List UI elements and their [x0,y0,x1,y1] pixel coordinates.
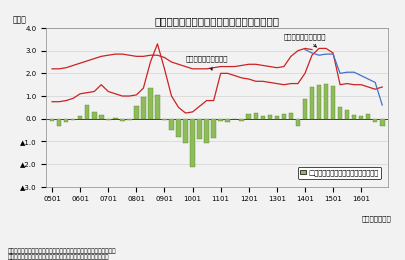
Bar [302,99,307,119]
Text: 企業の物価見通しは日銀短観の企業の物価見通し（１年後）: 企業の物価見通しは日銀短観の企業の物価見通し（１年後） [8,255,109,260]
Bar [78,116,82,119]
Text: （％）: （％） [12,16,26,25]
Bar [85,105,89,119]
Bar [295,119,299,126]
Bar [365,114,369,119]
Text: （注）家計の予想物価上昇率は「消費動向調査（内閣府）」から試算: （注）家計の予想物価上昇率は「消費動向調査（内閣府）」から試算 [8,249,116,255]
Bar [120,119,124,121]
Bar [190,119,194,167]
Title: 実績に連動する家計・企業の予想物価上昇率: 実績に連動する家計・企業の予想物価上昇率 [154,16,279,26]
Text: （年・四半期）: （年・四半期） [360,215,390,222]
Bar [337,107,341,119]
Bar [372,119,377,122]
Bar [134,106,139,119]
Bar [197,119,201,139]
Bar [344,110,349,119]
Bar [169,119,173,130]
Bar [260,116,264,119]
Bar [148,88,152,119]
Bar [113,118,117,119]
Bar [288,113,292,119]
Bar [218,119,222,121]
Bar [309,87,313,119]
Bar [316,85,320,119]
Bar [253,113,258,119]
Legend: □消費者物価（生鮮食品を除く総合）: □消費者物価（生鮮食品を除く総合） [297,167,380,179]
Bar [99,115,103,119]
Bar [211,119,215,138]
Bar [162,119,166,120]
Bar [57,119,61,126]
Bar [358,116,362,119]
Bar [246,114,250,119]
Bar [379,119,384,126]
Bar [239,119,243,121]
Bar [183,119,188,142]
Bar [71,119,75,120]
Bar [267,115,271,119]
Text: 企業の予想物価上昇率: 企業の予想物価上昇率 [283,33,326,47]
Bar [323,83,328,119]
Bar [330,86,335,119]
Bar [351,115,356,119]
Bar [176,119,180,137]
Bar [274,116,279,119]
Bar [141,97,145,119]
Bar [64,119,68,122]
Bar [50,119,54,121]
Bar [127,119,131,120]
Bar [281,114,286,119]
Bar [106,119,110,120]
Bar [204,119,209,142]
Text: 家計の予想物価上昇率: 家計の予想物価上昇率 [185,56,228,70]
Bar [225,119,229,122]
Bar [92,112,96,119]
Bar [155,95,159,119]
